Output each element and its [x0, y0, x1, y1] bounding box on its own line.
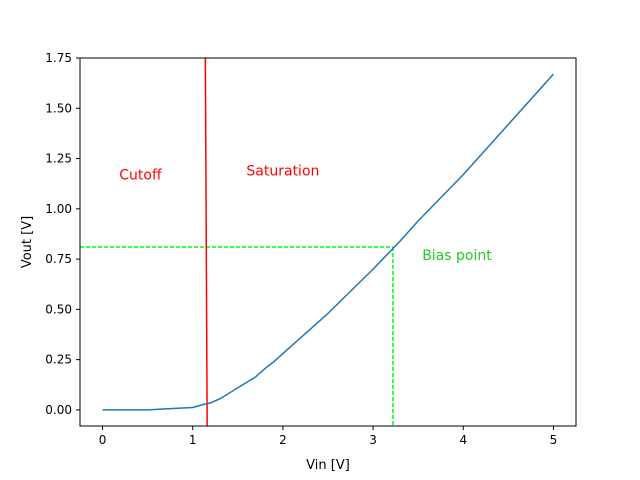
annotation-bias-point: Bias point: [422, 248, 492, 264]
ticks-layer: 0 1 2 3 4 5 0.00 0.25 0.50 0.75 1.00 1.25 1.50 1.75: [45, 51, 557, 447]
x-tick-label: 1: [189, 433, 197, 447]
y-tick-label: 1.75: [45, 51, 72, 65]
annotations-layer: Cutoff Saturation Bias point: [119, 164, 492, 264]
x-tick-label: 5: [550, 433, 558, 447]
series-line-vout: [102, 73, 555, 411]
x-axis-label: Vin [V]: [306, 458, 350, 473]
cutoff-boundary-line: [204, 57, 208, 427]
y-tick-label: 0.25: [45, 353, 72, 367]
y-tick-label: 0.75: [45, 252, 72, 266]
plot-background: [80, 58, 576, 426]
y-tick-label: 0.00: [45, 403, 72, 417]
y-tick-label: 1.25: [45, 152, 72, 166]
x-tick-label: 0: [99, 433, 107, 447]
y-tick-label: 0.50: [45, 302, 72, 316]
plot-frame: [79, 57, 577, 427]
annotation-saturation: Saturation: [246, 164, 319, 180]
x-tick-label: 4: [459, 433, 467, 447]
x-tick-label: 2: [279, 433, 287, 447]
x-tick-label: 3: [369, 433, 377, 447]
y-tick-label: 1.50: [45, 101, 72, 115]
lines-layer: [80, 57, 555, 427]
annotation-cutoff: Cutoff: [119, 168, 162, 184]
y-tick-label: 1.00: [45, 202, 72, 216]
y-axis-label: Vout [V]: [20, 216, 35, 268]
